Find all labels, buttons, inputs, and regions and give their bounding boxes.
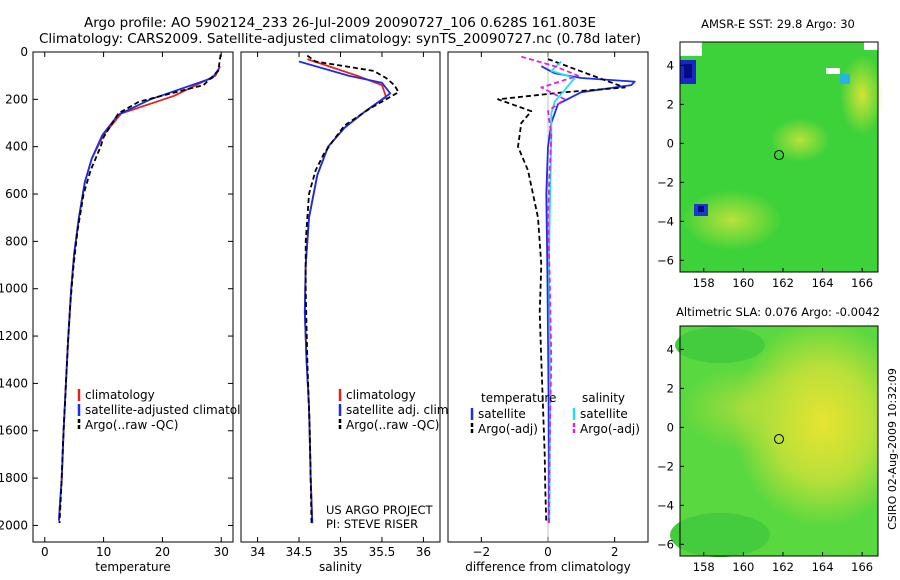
diff-xtick-label-0: 0 (544, 545, 552, 559)
temp-xlabel: temperature (95, 560, 170, 574)
sla-xtick-label-162: 162 (772, 560, 794, 574)
sal-series-argo-raw-qc (304, 54, 400, 524)
sst-warm-patch-east (840, 55, 884, 135)
diff-series-temperature-argo-adj (497, 58, 626, 524)
sal-legend-label-2: Argo(..raw -QC) (346, 418, 439, 432)
diff-legend-label-2: satellite (580, 407, 628, 421)
temp-ytick-label-2000: 2000 (0, 518, 28, 532)
diff-legend-label-0: satellite (478, 407, 526, 421)
temp-plot-frame (32, 51, 234, 543)
sst-missing-pixel-3 (864, 42, 878, 50)
temp-xtick-label-30: 30 (214, 545, 229, 559)
sst-map-panel: AMSR-E SST: 29.8 Argo: 30 158 160 162 164 16… (657, 17, 884, 290)
sla-xtick-label-164: 164 (812, 560, 834, 574)
sla-ytick-label-2: 2 (667, 381, 674, 395)
sal-legend-label-1: satellite adj. clim. (346, 403, 452, 417)
sst-ytick-label-2: 2 (667, 97, 674, 111)
sla-ytick-label-6: −6 (657, 537, 674, 551)
sla-argo-position-marker (774, 434, 784, 445)
sla-ytick-label-4: 4 (667, 342, 674, 356)
temp-series-argo-raw-qc (58, 54, 222, 524)
temp-ytick-label-1800: 1800 (0, 471, 28, 485)
sst-ytick-label-4: −4 (657, 214, 674, 228)
sla-low-region-south (670, 513, 770, 557)
sst-missing-pixel (680, 42, 702, 56)
temp-ytick-label-1600: 1600 (0, 424, 28, 438)
sal-xtick-label-34: 34 (250, 545, 265, 559)
sla-map-title: Altimetric SLA: 0.076 Argo: -0.0042 (676, 305, 880, 319)
sst-cold-pixel-core (684, 64, 692, 78)
sst-map-frame (679, 41, 879, 273)
temp-ytick-label-1400: 1400 (0, 376, 28, 390)
figure-title-line1: Argo profile: AO 5902124_233 26-Jul-2009… (84, 15, 596, 31)
sal-legend-label-0: climatology (346, 388, 416, 402)
sst-xtick-label-158: 158 (693, 276, 715, 290)
sal-annotation-line-1: PI: STEVE RISER (326, 517, 418, 531)
temp-ytick-label-800: 800 (5, 234, 28, 248)
temp-xtick-label-10: 10 (96, 545, 111, 559)
diff-legend-header-salinity: salinity (582, 391, 625, 405)
sal-plot-frame (240, 51, 441, 543)
sla-xtick-label-160: 160 (732, 560, 754, 574)
diff-xlabel: difference from climatology (465, 560, 631, 574)
sst-xtick-label-166: 166 (851, 276, 873, 290)
sst-cyan-pixel (840, 74, 850, 84)
sst-xtick-label-164: 164 (812, 276, 834, 290)
salinity-panel: 34 34.5 35 35.5 36 salinity climatologysatelli… (240, 51, 452, 574)
sst-argo-position-marker (774, 150, 784, 161)
diff-legend-label-3: Argo(-adj) (580, 422, 640, 436)
temp-ytick-label-0: 0 (20, 45, 28, 59)
sal-xtick-label-35: 35 (333, 545, 348, 559)
temp-xtick-label-0: 0 (41, 545, 49, 559)
creation-stamp: CSIRO 02-Aug-2009 10:32:09 (886, 368, 899, 530)
temp-ytick-label-1200: 1200 (0, 329, 28, 343)
temp-ytick-label-200: 200 (5, 92, 28, 106)
sst-ytick-label-6: −6 (657, 253, 674, 267)
sst-warm-patch (682, 190, 782, 250)
temp-legend-label-1: satellite-adjusted climatology (85, 403, 263, 417)
sst-xtick-label-160: 160 (732, 276, 754, 290)
sst-map-title: AMSR-E SST: 29.8 Argo: 30 (701, 17, 855, 31)
sal-xtick-label-35-5: 35.5 (369, 545, 396, 559)
sst-ytick-label-4: 4 (667, 58, 674, 72)
temp-legend-label-0: climatology (85, 388, 155, 402)
sst-ytick-label-2: −2 (657, 175, 674, 189)
sst-ytick-label-0: 0 (667, 136, 674, 150)
figure-title-line2: Climatology: CARS2009. Satellite-adjuste… (39, 31, 641, 47)
temp-legend-label-2: Argo(..raw -QC) (85, 418, 178, 432)
sla-map-panel: Altimetric SLA: 0.076 Argo: -0.0042 158 1… (657, 305, 880, 574)
temp-xtick-label-20: 20 (155, 545, 170, 559)
sla-ytick-label-0: 0 (667, 420, 674, 434)
sst-cold-pixel-south-core (698, 206, 704, 212)
sal-xtick-label-34-5: 34.5 (286, 545, 313, 559)
diff-xtick-label-2: −2 (472, 545, 490, 559)
sst-xtick-label-162: 162 (772, 276, 794, 290)
sal-xlabel: salinity (319, 560, 362, 574)
diff-series-salinity-argo-adj (521, 55, 579, 524)
diff-xtick-label-2: 2 (611, 545, 619, 559)
temp-ytick-label-600: 600 (5, 187, 28, 201)
temp-ytick-label-400: 400 (5, 140, 28, 154)
sla-xtick-label-166: 166 (851, 560, 873, 574)
sal-annotation-line-0: US ARGO PROJECT (326, 503, 434, 517)
sla-low-region-north (675, 327, 765, 363)
diff-legend-header-temperature: temperature (481, 391, 556, 405)
sal-xtick-label-36: 36 (416, 545, 431, 559)
sla-ytick-label-2: −2 (657, 459, 674, 473)
sst-warm-patch-mid (770, 118, 830, 162)
temp-ytick-label-1000: 1000 (0, 282, 28, 296)
diff-legend-label-1: Argo(-adj) (478, 422, 538, 436)
sst-missing-pixel-2 (826, 68, 840, 74)
sla-ytick-label-4: −4 (657, 498, 674, 512)
temperature-panel: 0 10 20 30 0 200 400 600 800 1000 1200 1400 1600 1800… (0, 45, 263, 574)
sla-map-frame (679, 325, 879, 557)
sla-xtick-label-158: 158 (693, 560, 715, 574)
